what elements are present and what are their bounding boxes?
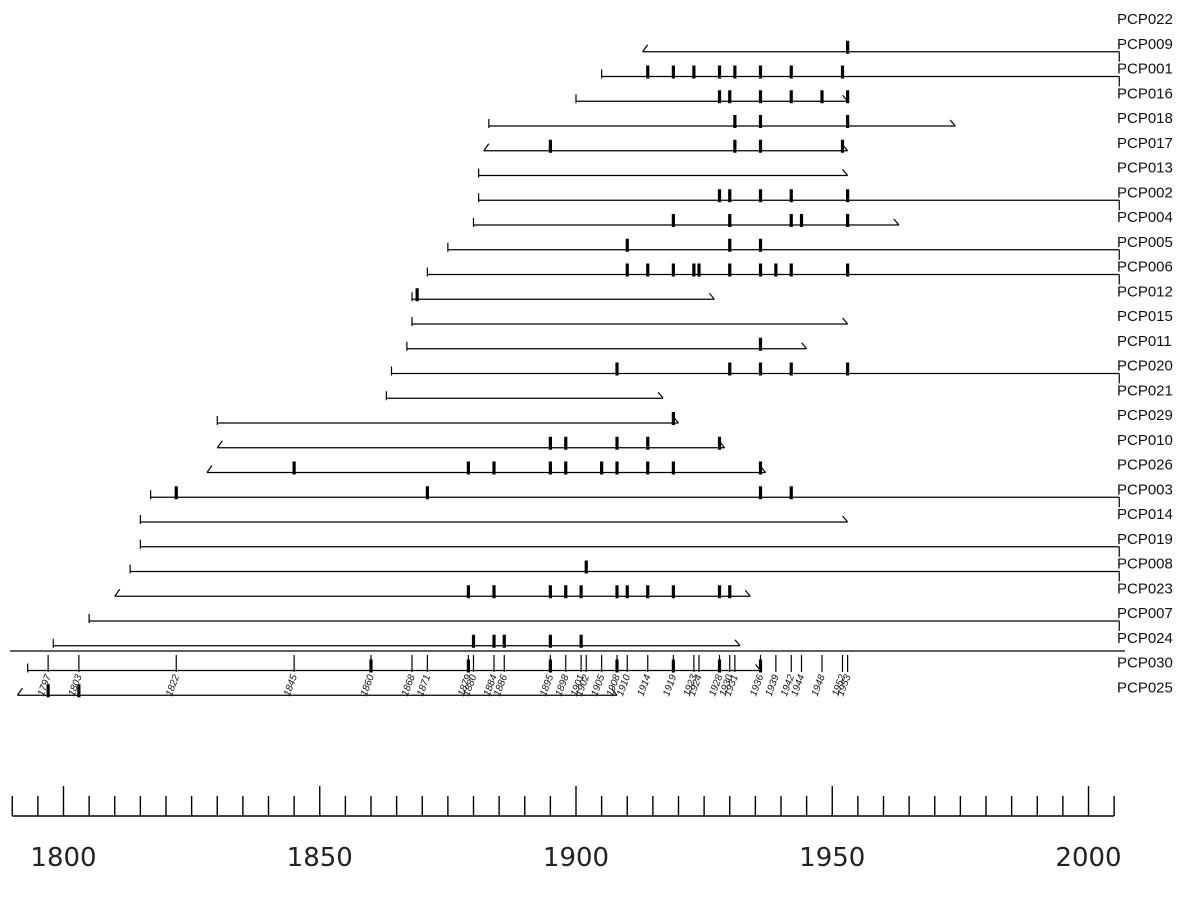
outer-ring-marker — [842, 515, 849, 523]
outer-ring-marker — [734, 639, 741, 647]
sample-pcp023: PCP023 — [114, 580, 1173, 599]
outer-ring-marker — [949, 119, 956, 127]
sample-pcp001: PCP001 — [601, 61, 1173, 87]
sample-pcp010: PCP010 — [216, 432, 1173, 450]
outer-ring-marker — [708, 292, 715, 300]
sample-pcp012: PCP012 — [411, 283, 1173, 302]
sample-label: PCP026 — [1117, 457, 1173, 474]
sample-label: PCP001 — [1117, 61, 1173, 78]
sample-pcp025: PCP025 — [16, 679, 1173, 698]
sample-pcp003: PCP003 — [150, 481, 1173, 508]
sample-label: PCP021 — [1117, 382, 1173, 399]
sample-label: PCP007 — [1117, 605, 1173, 622]
sample-label: PCP012 — [1117, 283, 1173, 300]
sample-label: PCP023 — [1117, 580, 1173, 597]
scar-year-label: 1803 — [67, 673, 85, 698]
sample-pcp008: PCP008 — [129, 556, 1173, 582]
sample-label: PCP011 — [1117, 333, 1172, 350]
sample-pcp029: PCP029 — [216, 407, 1173, 425]
year-tick-label: 2000 — [1055, 843, 1121, 873]
sample-label: PCP016 — [1117, 85, 1173, 102]
sample-pcp002: PCP002 — [478, 184, 1173, 211]
sample-pcp009: PCP009 — [642, 36, 1173, 62]
sample-label: PCP003 — [1117, 481, 1173, 498]
year-tick-label: 1900 — [543, 843, 609, 873]
outer-ring-marker — [801, 342, 808, 350]
sample-label: PCP002 — [1117, 184, 1173, 201]
sample-label: PCP008 — [1117, 556, 1173, 573]
scar-year-label: 1871 — [415, 673, 433, 698]
year-tick-label: 1850 — [287, 843, 353, 873]
sample-pcp030: PCP030 — [27, 655, 1173, 673]
sample-label: PCP024 — [1117, 630, 1173, 647]
sample-pcp021: PCP021 — [385, 382, 1173, 401]
outer-ring-marker — [611, 688, 618, 696]
sample-label: PCP009 — [1117, 36, 1173, 53]
sample-label: PCP025 — [1117, 679, 1173, 696]
sample-label: PCP019 — [1117, 531, 1173, 548]
sample-pcp026: PCP026 — [206, 457, 1173, 475]
sample-pcp016: PCP016 — [575, 85, 1173, 104]
sample-pcp006: PCP006 — [426, 259, 1173, 285]
sample-label: PCP029 — [1117, 407, 1173, 424]
pith-marker — [114, 588, 121, 597]
outer-ring-marker — [657, 391, 664, 399]
outer-ring-marker — [893, 218, 900, 226]
pith-marker — [216, 440, 223, 449]
pith-marker — [16, 687, 23, 696]
sample-series: PCP022 PCP009 PCP001 PCP016 PCP018 PCP017 PCP0… — [16, 11, 1173, 698]
year-tick-label: 1800 — [30, 843, 96, 873]
sample-label: PCP014 — [1117, 506, 1173, 523]
outer-ring-marker — [744, 589, 751, 597]
scar-year-label: 1797 — [36, 673, 54, 698]
scar-year-label: 1845 — [282, 673, 300, 698]
sample-pcp024: PCP024 — [52, 630, 1173, 648]
pith-marker — [206, 465, 213, 473]
sample-pcp015: PCP015 — [411, 308, 1173, 326]
sample-pcp011: PCP011 — [406, 333, 1172, 351]
sample-pcp020: PCP020 — [390, 358, 1173, 384]
sample-label: PCP018 — [1117, 110, 1173, 127]
sample-pcp014: PCP014 — [139, 506, 1173, 524]
sample-pcp005: PCP005 — [447, 234, 1173, 260]
sample-label: PCP015 — [1117, 308, 1173, 325]
sample-label: PCP030 — [1117, 655, 1173, 672]
scar-year-label: 1914 — [636, 673, 654, 698]
scar-year-label: 1860 — [359, 673, 377, 698]
sample-label: PCP010 — [1117, 432, 1173, 449]
sample-label: PCP020 — [1117, 358, 1173, 375]
sample-label: PCP006 — [1117, 259, 1173, 276]
outer-ring-marker — [842, 317, 849, 325]
sample-label: PCP013 — [1117, 160, 1173, 177]
pith-marker — [642, 44, 649, 53]
sample-label: PCP017 — [1117, 135, 1173, 152]
pith-marker — [483, 143, 490, 152]
year-axis: 1800 1850 1900 1950 2000 — [11, 786, 1122, 873]
scar-year-label: 1822 — [164, 673, 182, 698]
sample-label: PCP022 — [1117, 11, 1173, 28]
sample-pcp018: PCP018 — [488, 110, 1173, 128]
year-tick-label: 1950 — [799, 843, 865, 873]
scar-year-label: 1948 — [810, 673, 828, 698]
scar-year-label: 1919 — [661, 673, 679, 698]
sample-pcp013: PCP013 — [478, 160, 1173, 178]
sample-pcp019: PCP019 — [139, 531, 1173, 557]
sample-pcp004: PCP004 — [472, 209, 1173, 227]
sample-pcp017: PCP017 — [483, 135, 1173, 153]
sample-label: PCP004 — [1117, 209, 1173, 226]
sample-pcp007: PCP007 — [88, 605, 1173, 631]
outer-ring-marker — [842, 169, 849, 176]
sample-label: PCP005 — [1117, 234, 1173, 251]
sample-pcp022: PCP022 — [1117, 11, 1173, 28]
